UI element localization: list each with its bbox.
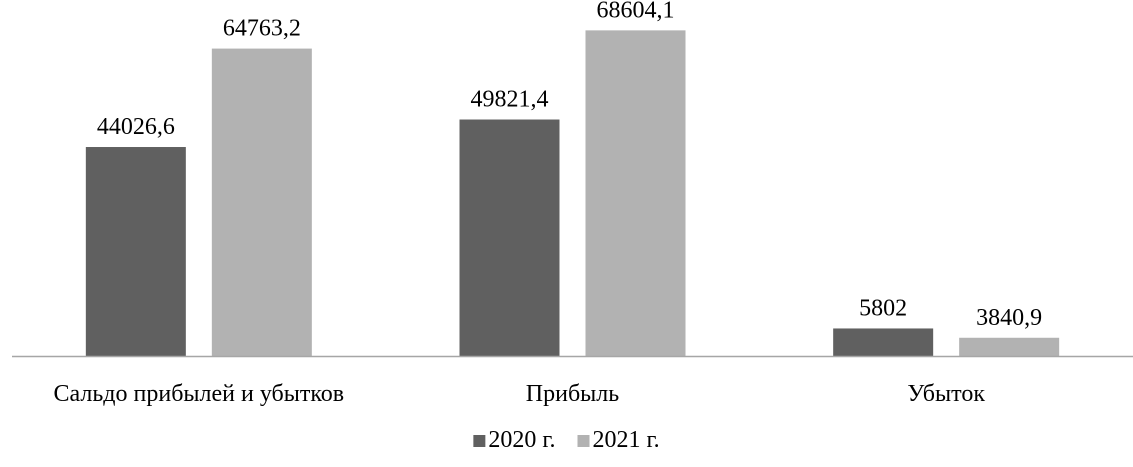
data-label-2021-г-2: 68604,1 xyxy=(597,0,675,23)
legend-label-2020-г: 2020 г. xyxy=(488,427,555,453)
bar-2021-г-3 xyxy=(959,337,1060,356)
bar-2021-г-2 xyxy=(585,30,686,357)
legend: 2020 г. 2021 г. xyxy=(473,427,660,453)
legend-item-2020-г: 2020 г. xyxy=(473,427,556,453)
category-label-3: Убыток xyxy=(907,381,985,407)
legend-item-2021-г: 2021 г. xyxy=(577,427,660,453)
value-labels-layer: 44026,6 64763,2 49821,4 68604,1 5802 3840,9 xyxy=(97,0,1042,331)
bars-layer xyxy=(85,30,1060,357)
data-label-2020-г-1: 44026,6 xyxy=(97,114,175,140)
category-label-2: Прибыль xyxy=(526,381,619,407)
category-label-1: Сальдо прибылей и убытков xyxy=(54,381,345,407)
legend-label-2021-г: 2021 г. xyxy=(593,427,660,453)
bar-2021-г-1 xyxy=(211,48,312,357)
category-labels-layer: Сальдо прибылей и убытков Прибыль Убыток xyxy=(54,381,986,407)
legend-swatch-2020-г xyxy=(473,435,486,447)
bar-2020-г-2 xyxy=(459,119,560,356)
data-label-2021-г-3: 3840,9 xyxy=(976,305,1042,331)
bar-2020-г-1 xyxy=(85,147,186,356)
bar-2020-г-3 xyxy=(833,328,934,356)
legend-swatch-2021-г xyxy=(577,435,590,447)
data-label-2021-г-1: 64763,2 xyxy=(223,16,301,42)
data-label-2020-г-3: 5802 xyxy=(859,295,907,321)
data-label-2020-г-2: 49821,4 xyxy=(471,87,549,113)
